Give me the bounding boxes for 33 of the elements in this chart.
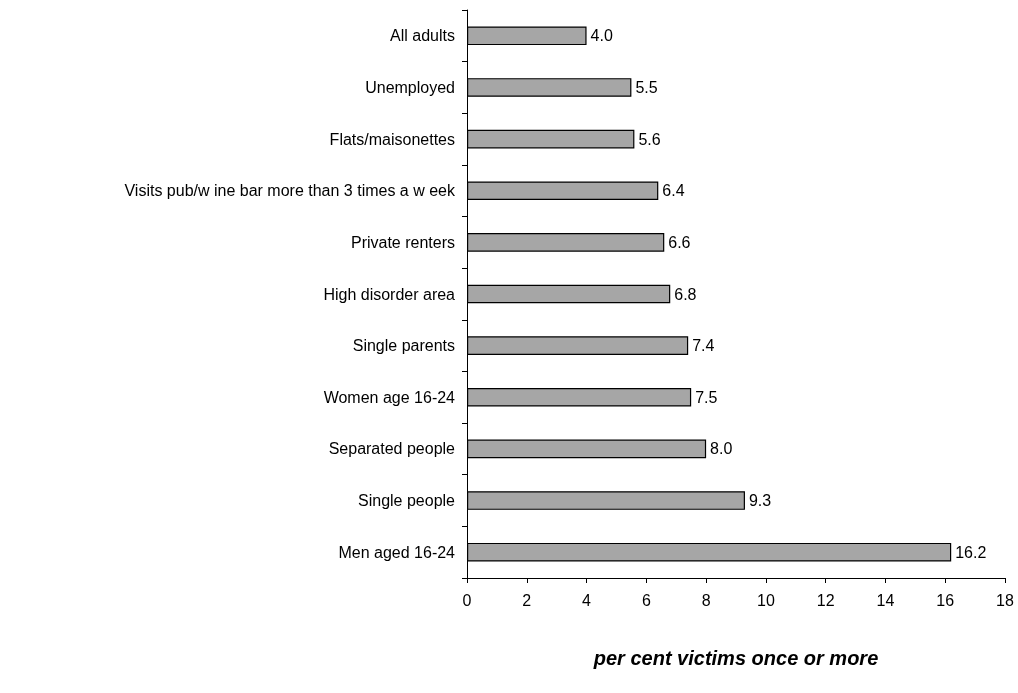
y-tick-label: Single people <box>358 492 456 510</box>
data-label: 7.5 <box>695 388 718 406</box>
data-label: 4.0 <box>590 27 613 45</box>
x-tick-label: 14 <box>876 591 895 609</box>
y-tick-label: Unemployed <box>365 78 455 96</box>
y-tick-label: Men aged 16-24 <box>338 543 456 561</box>
data-label: 9.3 <box>748 492 772 510</box>
data-label: 8.0 <box>710 440 733 458</box>
data-label: 16.2 <box>955 543 987 561</box>
x-tick-label: 8 <box>701 591 711 609</box>
y-tick-label: Women age 16-24 <box>323 388 456 406</box>
y-tick-label: High disorder area <box>323 285 456 303</box>
data-label: 5.5 <box>635 78 658 96</box>
data-label: 6.4 <box>662 182 685 200</box>
y-tick-label: Separated people <box>328 440 456 458</box>
x-tick-label: 4 <box>582 591 592 609</box>
y-tick-label: Visits pub/w ine bar more than 3 times a w eek <box>124 182 456 200</box>
x-tick-label: 18 <box>996 591 1014 609</box>
y-tick-label: Private renters <box>350 233 455 251</box>
y-tick-label: All adults <box>390 27 455 45</box>
data-label: 7.4 <box>692 337 715 355</box>
x-tick-label: 0 <box>462 591 472 609</box>
x-axis-title: per cent victims once or more <box>592 647 879 669</box>
x-tick-label: 10 <box>756 591 775 609</box>
x-tick-label: 16 <box>936 591 955 609</box>
data-label: 6.6 <box>668 233 691 251</box>
x-tick-label: 6 <box>641 591 651 609</box>
data-label: 6.8 <box>674 285 697 303</box>
y-tick-label: Flats/maisonettes <box>329 130 455 148</box>
y-tick-label: Single parents <box>352 337 455 355</box>
data-label: 5.6 <box>638 130 661 148</box>
x-tick-label: 2 <box>522 591 532 609</box>
x-tick-label: 12 <box>816 591 835 609</box>
